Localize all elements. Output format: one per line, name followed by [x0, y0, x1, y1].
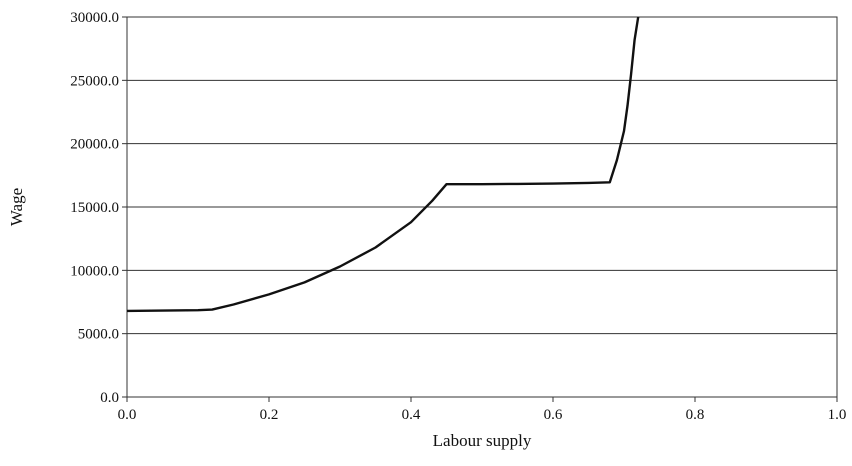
x-tick-label-5: 1.0 — [828, 407, 847, 423]
x-axis-title: Labour supply — [433, 431, 532, 450]
gridlines — [127, 79, 837, 335]
y-tick-label-2: 10000.0 — [70, 263, 119, 279]
x-tick-label-2: 0.4 — [402, 407, 421, 423]
y-tick-label-5: 25000.0 — [70, 73, 119, 89]
y-tick-label-4: 20000.0 — [70, 137, 119, 153]
x-axis-ticks: 0.0 0.2 0.4 0.6 0.8 1.0 — [118, 397, 847, 423]
x-tick-label-1: 0.2 — [260, 407, 279, 423]
series-layer — [126, 16, 640, 313]
y-tick-label-1: 5000.0 — [78, 327, 119, 343]
x-tick-label-0: 0.0 — [118, 407, 137, 423]
y-axis-ticks: 0.0 5000.0 10000.0 15000.0 20000.0 25000.0 300… — [70, 10, 127, 406]
series-line-0 — [126, 16, 640, 313]
y-tick-label-3: 15000.0 — [70, 200, 119, 216]
x-tick-label-4: 0.8 — [686, 407, 705, 423]
x-tick-label-3: 0.6 — [544, 407, 563, 423]
y-tick-label-6: 30000.0 — [70, 10, 119, 26]
y-tick-label-0: 0.0 — [100, 390, 119, 406]
y-axis-title: Wage — [7, 188, 26, 226]
